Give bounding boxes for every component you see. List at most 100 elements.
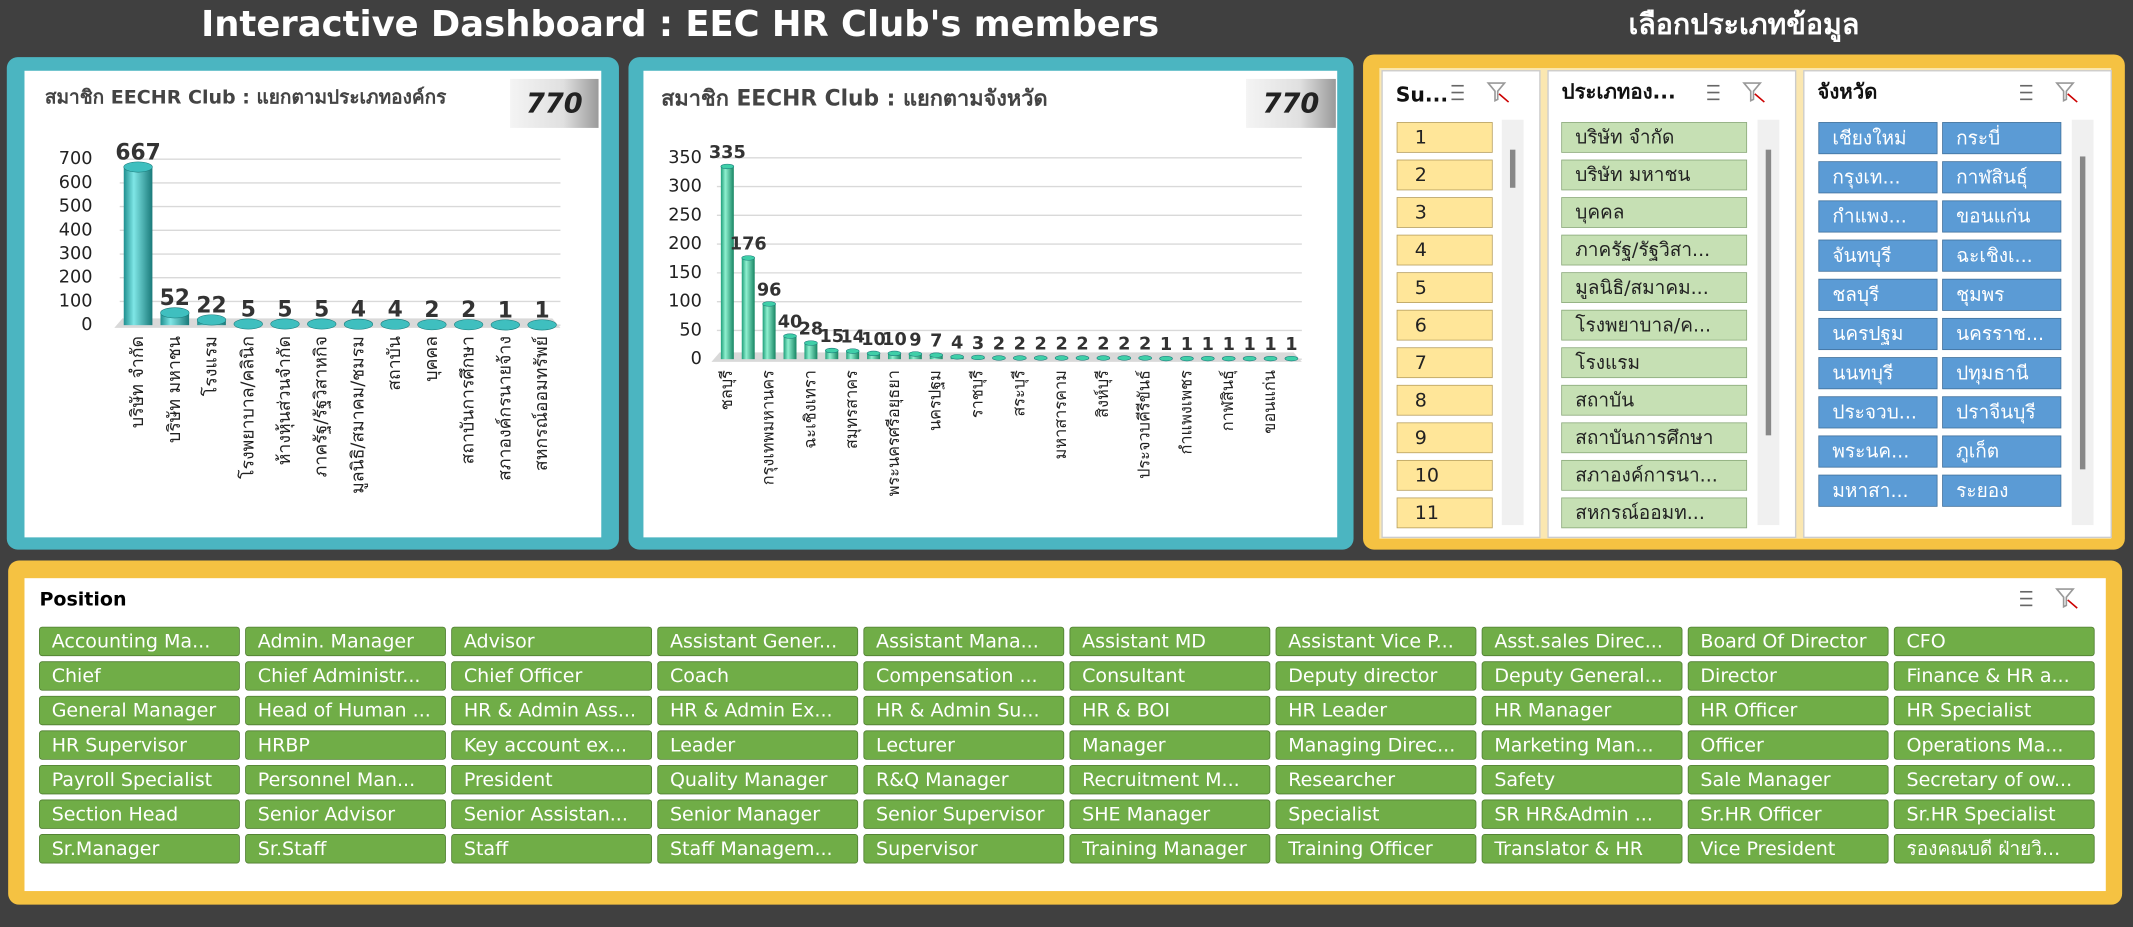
position-item[interactable] bbox=[1893, 799, 2095, 829]
position-item[interactable] bbox=[1481, 730, 1683, 760]
position-item[interactable] bbox=[245, 695, 446, 726]
slicer-item[interactable] bbox=[1942, 435, 2062, 468]
position-item[interactable] bbox=[1893, 764, 2095, 795]
position-item[interactable] bbox=[1893, 661, 2095, 691]
position-item[interactable] bbox=[863, 626, 1065, 657]
slicer-item[interactable] bbox=[1942, 200, 2062, 233]
position-item[interactable] bbox=[1687, 626, 1889, 657]
position-item[interactable] bbox=[1687, 764, 1889, 795]
position-item[interactable] bbox=[1893, 834, 2095, 864]
scrollbar-thumb[interactable] bbox=[1509, 149, 1516, 188]
slicer-item[interactable] bbox=[1561, 234, 1748, 266]
slicer-item[interactable] bbox=[1818, 161, 1938, 194]
slicer-item[interactable] bbox=[1818, 474, 1938, 507]
position-item[interactable] bbox=[451, 661, 653, 691]
slicer-item[interactable] bbox=[1396, 309, 1493, 341]
position-item[interactable] bbox=[39, 695, 240, 726]
scrollbar-thumb[interactable] bbox=[1765, 149, 1772, 436]
slicer-item[interactable] bbox=[1396, 422, 1493, 454]
slicer-item[interactable] bbox=[1561, 384, 1748, 416]
slicer-item[interactable] bbox=[1942, 396, 2062, 429]
slicer-item[interactable] bbox=[1561, 272, 1748, 303]
position-item[interactable] bbox=[1481, 764, 1683, 795]
position-item[interactable] bbox=[1687, 661, 1889, 691]
slicer-item[interactable] bbox=[1561, 497, 1748, 529]
position-item[interactable] bbox=[1275, 730, 1477, 760]
position-item[interactable] bbox=[39, 799, 240, 829]
position-item[interactable] bbox=[657, 730, 859, 760]
position-item[interactable] bbox=[1687, 799, 1889, 829]
position-item[interactable] bbox=[245, 730, 446, 760]
slicer-item[interactable] bbox=[1942, 239, 2062, 272]
position-item[interactable] bbox=[657, 799, 859, 829]
slicer-item[interactable] bbox=[1818, 122, 1938, 155]
position-item[interactable] bbox=[451, 764, 653, 795]
position-item[interactable] bbox=[863, 764, 1065, 795]
position-item[interactable] bbox=[863, 834, 1065, 864]
position-item[interactable] bbox=[863, 799, 1065, 829]
position-item[interactable] bbox=[1687, 730, 1889, 760]
position-item[interactable] bbox=[39, 626, 240, 657]
position-item[interactable] bbox=[39, 661, 240, 691]
position-item[interactable] bbox=[1893, 695, 2095, 726]
position-item[interactable] bbox=[245, 626, 446, 657]
slicer-item[interactable] bbox=[1942, 278, 2062, 311]
position-item[interactable] bbox=[657, 695, 859, 726]
slicer-item[interactable] bbox=[1396, 347, 1493, 379]
slicer-item[interactable] bbox=[1818, 435, 1938, 468]
position-item[interactable] bbox=[657, 764, 859, 795]
position-item[interactable] bbox=[1481, 661, 1683, 691]
position-item[interactable] bbox=[1275, 626, 1477, 657]
slicer-item[interactable] bbox=[1396, 197, 1493, 228]
filter-icon[interactable] bbox=[2055, 82, 2075, 103]
position-item[interactable] bbox=[1481, 799, 1683, 829]
slicer-item[interactable] bbox=[1942, 122, 2062, 155]
slicer-item[interactable] bbox=[1561, 122, 1748, 153]
slicer-item[interactable] bbox=[1818, 396, 1938, 429]
slicer-item[interactable] bbox=[1942, 357, 2062, 390]
position-item[interactable] bbox=[451, 834, 653, 864]
position-item[interactable] bbox=[39, 764, 240, 795]
slicer-item[interactable] bbox=[1561, 459, 1748, 491]
position-item[interactable] bbox=[657, 834, 859, 864]
slicer-item[interactable] bbox=[1818, 200, 1938, 233]
position-item[interactable] bbox=[1069, 626, 1271, 657]
slicer-item[interactable] bbox=[1396, 459, 1493, 491]
slicer-item[interactable] bbox=[1942, 317, 2062, 351]
position-item[interactable] bbox=[1069, 764, 1271, 795]
scrollbar-thumb[interactable] bbox=[2079, 156, 2086, 470]
slicer-item[interactable] bbox=[1818, 357, 1938, 390]
slicer-item[interactable] bbox=[1396, 497, 1493, 529]
position-item[interactable] bbox=[245, 764, 446, 795]
position-item[interactable] bbox=[1275, 764, 1477, 795]
position-item[interactable] bbox=[1069, 799, 1271, 829]
slicer-item[interactable] bbox=[1396, 234, 1493, 266]
position-item[interactable] bbox=[1069, 695, 1271, 726]
position-item[interactable] bbox=[1687, 834, 1889, 864]
slicer-item[interactable] bbox=[1561, 347, 1748, 379]
position-item[interactable] bbox=[245, 799, 446, 829]
slicer-item[interactable] bbox=[1942, 474, 2062, 507]
position-item[interactable] bbox=[451, 626, 653, 657]
position-item[interactable] bbox=[39, 730, 240, 760]
position-item[interactable] bbox=[451, 730, 653, 760]
position-item[interactable] bbox=[39, 834, 240, 864]
slicer-item[interactable] bbox=[1396, 384, 1493, 416]
slicer-item[interactable] bbox=[1561, 422, 1748, 454]
slicer-item[interactable] bbox=[1396, 159, 1493, 191]
position-item[interactable] bbox=[451, 695, 653, 726]
slicer-item[interactable] bbox=[1396, 122, 1493, 153]
slicer-item[interactable] bbox=[1818, 317, 1938, 351]
filter-icon[interactable] bbox=[1486, 82, 1507, 103]
slicer-item[interactable] bbox=[1561, 159, 1748, 191]
position-item[interactable] bbox=[863, 661, 1065, 691]
position-item[interactable] bbox=[1481, 834, 1683, 864]
position-item[interactable] bbox=[1481, 695, 1683, 726]
position-item[interactable] bbox=[1069, 730, 1271, 760]
position-item[interactable] bbox=[1275, 661, 1477, 691]
slicer-item[interactable] bbox=[1942, 161, 2062, 194]
position-item[interactable] bbox=[1481, 626, 1683, 657]
slicer-item[interactable] bbox=[1818, 239, 1938, 272]
position-item[interactable] bbox=[1275, 695, 1477, 726]
position-item[interactable] bbox=[1069, 661, 1271, 691]
